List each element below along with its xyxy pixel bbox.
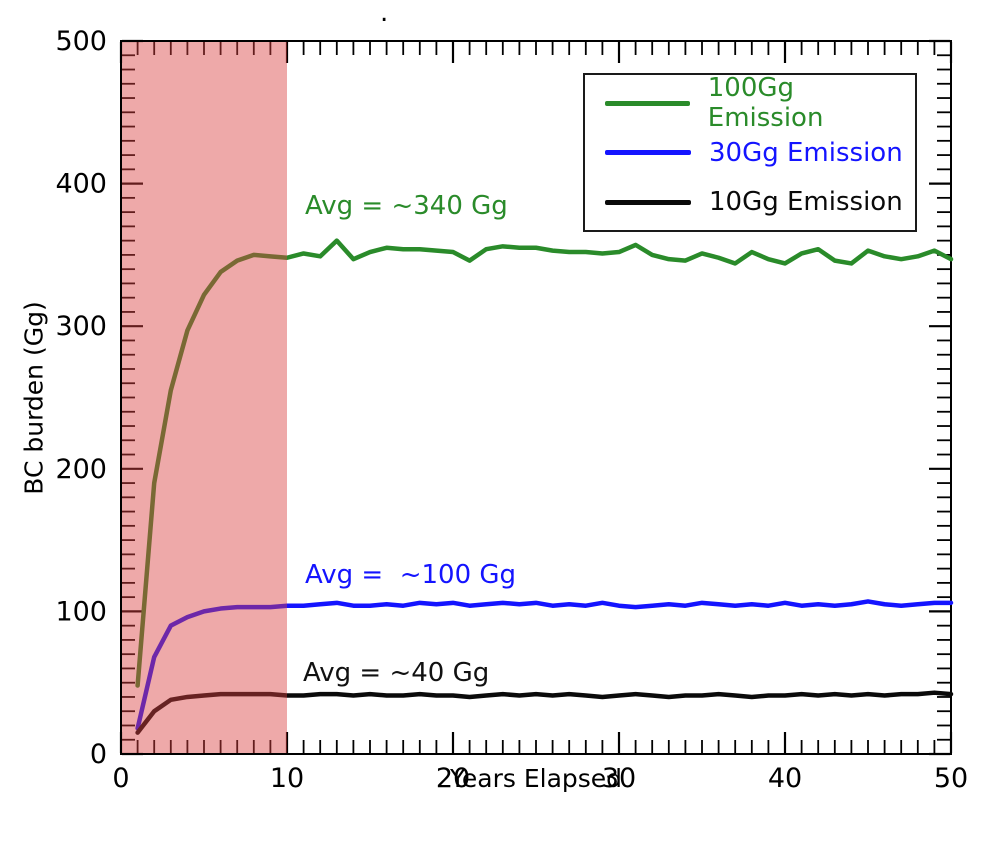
x-tick-label: 40 bbox=[768, 763, 802, 794]
x-tick-label: 50 bbox=[934, 763, 968, 794]
x-tick-label: 20 bbox=[436, 763, 470, 794]
legend-item-30gg: 30Gg Emission bbox=[585, 131, 915, 174]
legend-line-sample-black bbox=[605, 199, 691, 205]
x-tick-label: 0 bbox=[112, 763, 129, 794]
legend-line-sample-green bbox=[605, 100, 690, 106]
x-axis-label: Years Elapsed bbox=[449, 764, 623, 793]
series-line-30gg-emission bbox=[135, 599, 954, 731]
x-tick-label: 10 bbox=[270, 763, 304, 794]
avg-annotation-10gg: Avg = ~40 Gg bbox=[303, 658, 490, 688]
legend-label: 30Gg Emission bbox=[709, 137, 903, 168]
y-tick-label: 500 bbox=[55, 26, 107, 57]
avg-annotation-30gg: Avg = ~100 Gg bbox=[305, 560, 517, 590]
y-tick-label: 100 bbox=[55, 596, 107, 627]
figure-title: . bbox=[380, 0, 389, 28]
y-tick-label: 200 bbox=[55, 454, 107, 485]
legend-item-100gg: 100Gg Emission bbox=[585, 73, 915, 133]
legend-item-10gg: 10Gg Emission bbox=[585, 181, 915, 224]
legend-label: 100Gg Emission bbox=[707, 73, 824, 133]
series-line-100gg-emission bbox=[135, 238, 954, 688]
y-tick-label: 0 bbox=[90, 739, 107, 770]
y-axis-label: BC burden (Gg) bbox=[19, 301, 49, 495]
spinup-shade-region bbox=[122, 42, 287, 753]
y-tick-label: 300 bbox=[55, 311, 107, 342]
y-tick-label: 400 bbox=[55, 169, 107, 200]
avg-annotation-100gg: Avg = ~340 Gg bbox=[305, 191, 508, 221]
legend: 100Gg Emission 30Gg Emission 10Gg Emissi… bbox=[583, 73, 917, 232]
x-tick-label: 30 bbox=[602, 763, 636, 794]
series-line-10gg-emission bbox=[135, 690, 954, 735]
legend-line-sample-blue bbox=[605, 150, 691, 155]
legend-label: 10Gg Emission bbox=[709, 187, 903, 217]
